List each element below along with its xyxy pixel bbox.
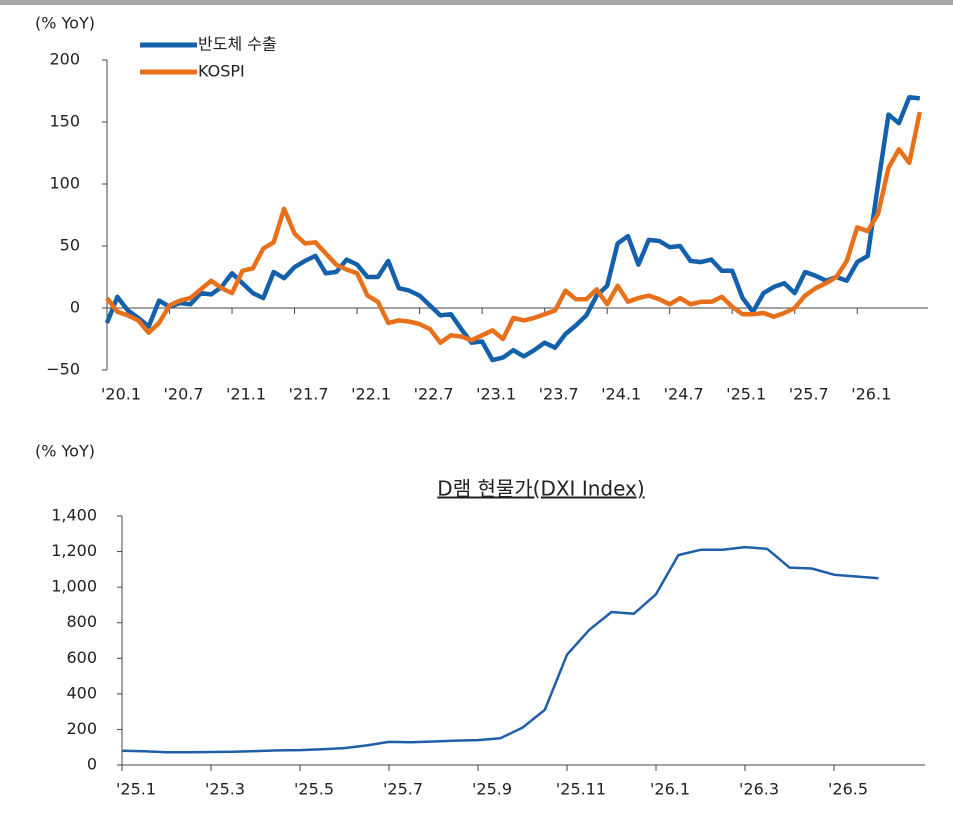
x-tick-label: '23.7 <box>539 385 579 404</box>
x-tick-label: '22.7 <box>414 385 454 404</box>
y-tick-label: 150 <box>49 112 80 131</box>
x-tick-label: '26.5 <box>828 780 868 799</box>
y-tick-label: 50 <box>60 236 80 255</box>
x-tick-label: '22.1 <box>351 385 391 404</box>
x-tick-label: '23.1 <box>476 385 516 404</box>
x-tick-label: '25.7 <box>789 385 829 404</box>
x-tick-label: '20.7 <box>164 385 204 404</box>
series-line <box>105 111 923 345</box>
x-tick-label: '25.3 <box>205 780 245 799</box>
y-tick-label: 600 <box>66 648 97 667</box>
x-tick-label: '21.1 <box>226 385 266 404</box>
y-tick-label: 800 <box>66 612 97 631</box>
x-tick-label: '25.1 <box>726 385 766 404</box>
x-tick-label: '25.7 <box>383 780 423 799</box>
x-tick-label: '20.1 <box>101 385 141 404</box>
x-tick-label: '24.7 <box>664 385 704 404</box>
top-bar <box>0 0 953 5</box>
y-tick-label: 100 <box>49 174 80 193</box>
y-tick-label: −50 <box>46 360 80 379</box>
x-tick-label: '26.1 <box>650 780 690 799</box>
x-tick-label: '25.11 <box>556 780 606 799</box>
x-tick-label: '24.1 <box>601 385 641 404</box>
x-tick-label: '25.5 <box>294 780 334 799</box>
x-tick-label: '21.7 <box>289 385 329 404</box>
legend-label: KOSPI <box>198 62 245 81</box>
y-tick-label: 1,200 <box>51 541 97 560</box>
y-tick-label: 0 <box>70 298 80 317</box>
y-tick-label: 1,400 <box>51 506 97 525</box>
y-tick-label: 200 <box>66 719 97 738</box>
x-tick-label: '25.1 <box>116 780 156 799</box>
x-tick-label: '26.3 <box>739 780 779 799</box>
y-tick-label: 0 <box>87 755 97 774</box>
x-tick-label: '25.9 <box>472 780 512 799</box>
series-line <box>121 545 879 754</box>
y-unit-label: (% YoY) <box>35 14 95 33</box>
series-line <box>104 94 921 363</box>
y-unit-label: (% YoY) <box>35 442 95 461</box>
x-tick-label: '26.1 <box>851 385 891 404</box>
legend-label: 반도체 수출 <box>198 35 277 54</box>
y-tick-label: 400 <box>66 683 97 702</box>
y-tick-label: 200 <box>49 50 80 69</box>
y-tick-label: 1,000 <box>51 577 97 596</box>
chart-title: D램 현물가(DXI Index) <box>437 477 644 501</box>
